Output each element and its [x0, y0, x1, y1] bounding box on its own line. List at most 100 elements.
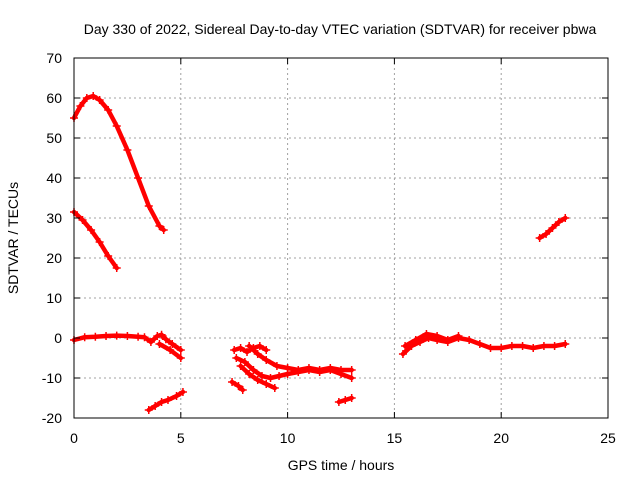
data-point [157, 330, 166, 339]
data-point [123, 146, 132, 154]
data-point [486, 344, 495, 352]
data-point [542, 230, 551, 238]
data-point [401, 342, 410, 350]
data-point [275, 372, 284, 380]
series-arc-evening [398, 334, 570, 358]
y-tick-label: 0 [54, 330, 62, 346]
data-point [159, 226, 168, 234]
data-point [347, 366, 356, 374]
y-tick-label: 30 [46, 210, 62, 226]
series-trace [71, 209, 119, 271]
series-arc-low-rise [144, 388, 187, 414]
data-point [140, 333, 149, 342]
series-arc-short-a [228, 378, 247, 394]
series-arc-dip-d [236, 362, 279, 392]
data-point [262, 356, 271, 364]
data-point [238, 386, 247, 394]
data-point [243, 348, 252, 356]
data-point [561, 214, 570, 222]
data-point [144, 406, 153, 414]
series-arc-late [535, 214, 570, 242]
data-point [176, 354, 185, 362]
data-point [326, 364, 335, 372]
data-point [112, 331, 121, 340]
y-tick-label: 10 [46, 290, 62, 306]
y-tick-label: -10 [42, 370, 62, 386]
y-tick-label: 70 [46, 50, 62, 66]
data-point [155, 222, 164, 230]
data-point [443, 336, 452, 344]
data-point [411, 336, 420, 344]
data-point [550, 342, 559, 350]
data-point [518, 342, 527, 350]
chart-title: Day 330 of 2022, Sidereal Day-to-day VTE… [84, 21, 597, 37]
data-point [87, 226, 96, 234]
data-point [507, 342, 516, 350]
data-point [172, 392, 181, 400]
series-trace [71, 93, 166, 233]
data-point [157, 398, 166, 406]
data-point [95, 238, 104, 246]
data-point [123, 332, 132, 340]
data-point [341, 396, 350, 404]
data-point [82, 94, 91, 102]
y-tick-label: 50 [46, 130, 62, 146]
data-point [112, 264, 121, 272]
data-point [294, 366, 303, 374]
data-point [76, 102, 85, 110]
data-point [240, 358, 249, 366]
series-arc-near-zero-b [155, 340, 185, 362]
data-point [539, 342, 548, 350]
x-tick-label: 15 [387, 430, 403, 446]
data-point [232, 354, 241, 362]
data-point [347, 374, 356, 382]
data-point [398, 350, 407, 358]
data-point [78, 216, 87, 224]
series-arc-short-b [334, 394, 356, 406]
series-arc-dip-c [245, 342, 356, 374]
data-point [454, 332, 463, 340]
series-arc-near-zero-a [70, 330, 185, 354]
data-point [104, 106, 113, 114]
x-axis-label: GPS time / hours [288, 457, 395, 473]
series-arc-mid [70, 208, 121, 272]
data-point [163, 396, 172, 404]
data-point [228, 378, 237, 386]
data-point [334, 398, 343, 406]
data-series [70, 92, 570, 414]
data-point [95, 96, 104, 104]
data-point [89, 92, 98, 100]
data-point [234, 382, 243, 390]
y-tick-label: 60 [46, 90, 62, 106]
data-point [91, 332, 100, 341]
data-point [475, 340, 484, 348]
data-point [236, 344, 245, 352]
data-point [80, 333, 89, 342]
data-point [253, 350, 262, 358]
data-point [561, 340, 570, 348]
data-point [168, 340, 177, 348]
series-arc-evening-b [401, 330, 463, 350]
data-point [176, 346, 185, 354]
data-point [347, 394, 356, 402]
axis-ticks: 0 5 10 15 20 25 -20 -10 0 10 20 30 40 50 60 70 [42, 50, 616, 446]
y-tick-label: 20 [46, 250, 62, 266]
data-point [161, 335, 170, 344]
data-point [535, 234, 544, 242]
y-tick-label: 40 [46, 170, 62, 186]
data-point [433, 332, 442, 340]
data-point [236, 362, 245, 370]
y-axis-label: SDTVAR / TECUs [5, 182, 21, 294]
data-point [104, 252, 113, 260]
data-point [315, 366, 324, 374]
data-point [166, 346, 175, 354]
y-tick-label: -20 [42, 410, 62, 426]
series-arc-high [70, 92, 168, 234]
data-point [554, 218, 563, 226]
data-point [245, 342, 254, 350]
data-point [529, 344, 538, 352]
x-tick-label: 0 [70, 430, 78, 446]
series-trace [146, 389, 186, 413]
data-point [262, 380, 271, 388]
